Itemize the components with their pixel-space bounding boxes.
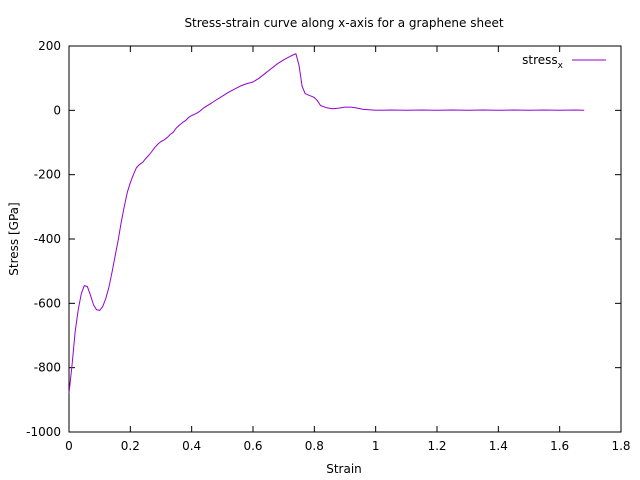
y-tick-label: -600: [34, 296, 61, 310]
x-tick-label: 0.6: [243, 439, 262, 453]
y-tick-label: -1000: [26, 425, 61, 439]
x-tick-label: 0.4: [182, 439, 201, 453]
x-tick-label: 1: [372, 439, 380, 453]
x-tick-label: 0.2: [121, 439, 140, 453]
y-tick-label: -800: [34, 361, 61, 375]
legend-label-main: stress: [522, 53, 558, 67]
x-tick-label: 0.8: [305, 439, 324, 453]
chart-title: Stress-strain curve along x-axis for a g…: [184, 16, 503, 30]
y-tick-label: -400: [34, 232, 61, 246]
y-tick-label: -200: [34, 168, 61, 182]
x-tick-label: 0: [65, 439, 73, 453]
x-tick-label: 1.2: [427, 439, 446, 453]
legend-label-sub: x: [558, 61, 564, 71]
x-axis-label: Strain: [326, 462, 362, 476]
y-axis-ticks: -1000 -800 -600 -400 -200 0 200: [26, 39, 621, 439]
y-axis-label: Stress [GPa]: [7, 202, 21, 275]
x-tick-label: 1.4: [489, 439, 508, 453]
y-tick-label: 200: [38, 39, 61, 53]
plot-frame: [68, 45, 622, 433]
y-tick-label: 0: [53, 103, 61, 117]
x-tick-label: 1.6: [550, 439, 569, 453]
series-line-stress-x: [68, 53, 585, 394]
legend: stressx: [522, 53, 606, 71]
x-axis-ticks: 0 0.2 0.4 0.6 0.8 1 1.2 1.4 1.6 1.8: [65, 46, 631, 453]
x-tick-label: 1.8: [611, 439, 630, 453]
legend-label: stressx: [522, 53, 564, 71]
